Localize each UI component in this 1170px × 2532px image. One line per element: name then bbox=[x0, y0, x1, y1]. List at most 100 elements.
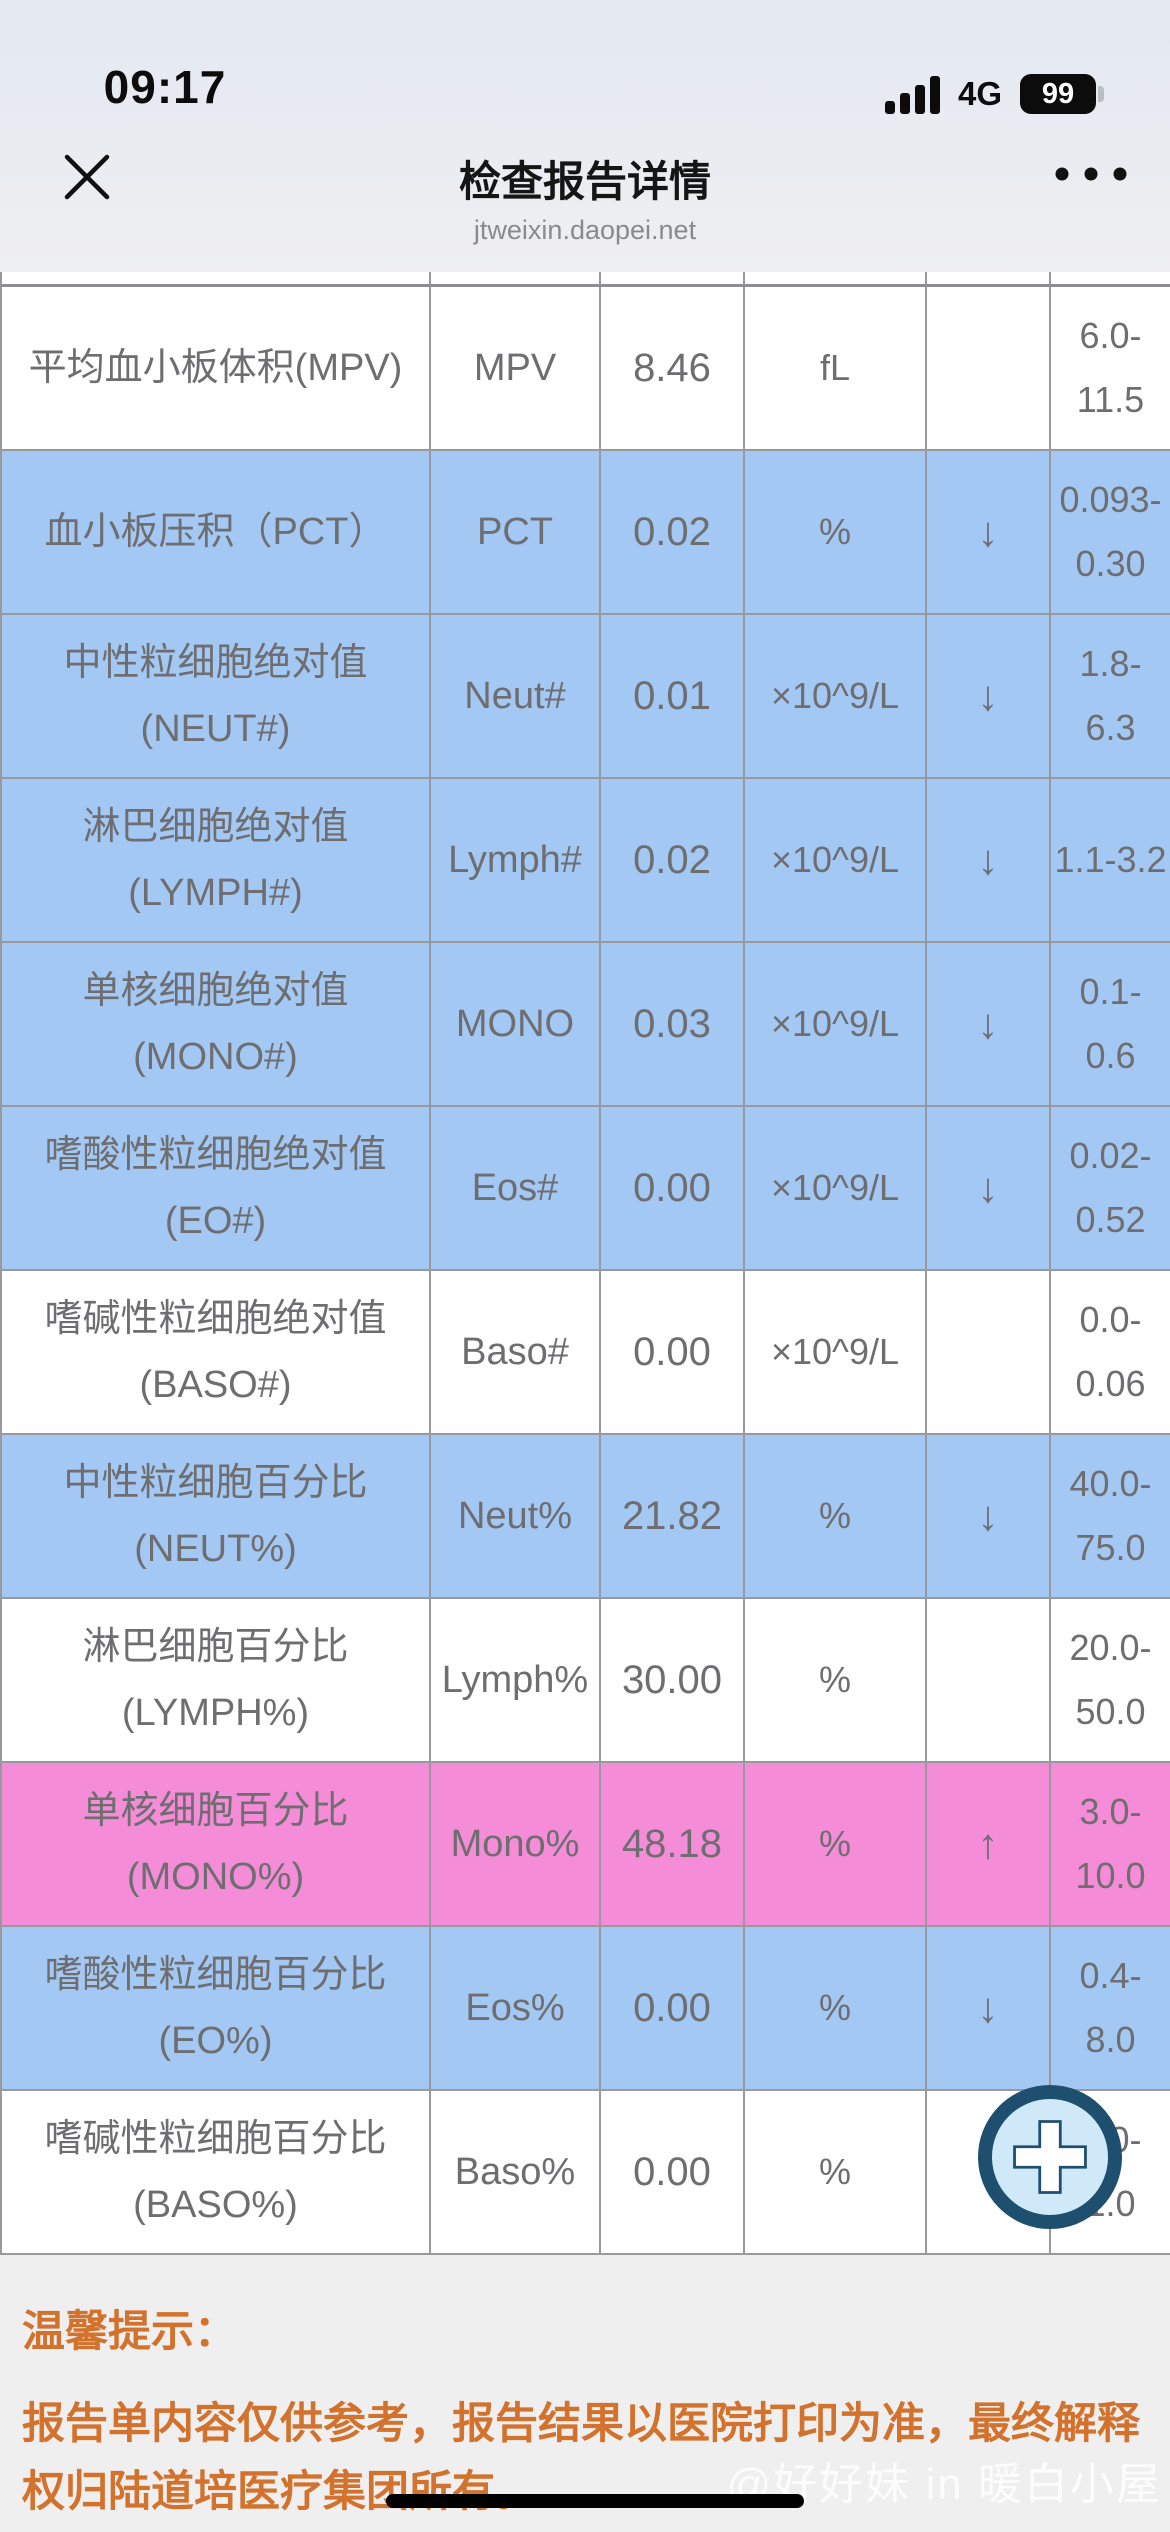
cell-flag-arrow: ↓ bbox=[927, 779, 1051, 941]
cell-ref-range: 40.0- 75.0 bbox=[1069, 1462, 1152, 1568]
cell-abbr: Neut% bbox=[431, 1435, 601, 1597]
cell-abbr: Baso# bbox=[431, 1271, 601, 1433]
cell-result: 0.01 bbox=[601, 615, 745, 777]
cell-unit: fL bbox=[745, 287, 927, 449]
cell-unit: % bbox=[745, 1927, 927, 2089]
table-row: 血小板压积（PCT） PCT 0.02 % ↓ 0.093- 0.30 bbox=[0, 451, 1170, 615]
cell-ref-range: 20.0- 50.0 bbox=[1069, 1626, 1152, 1732]
cell-item-name: 血小板压积（PCT） bbox=[2, 451, 431, 613]
footer-notice-title: 温馨提示： bbox=[22, 2308, 237, 2356]
table-row: 平均血小板体积(MPV) MPV 8.46 fL 6.0- 11.5 bbox=[0, 287, 1170, 451]
cell-unit: ×10^9/L bbox=[745, 779, 927, 941]
cell-ref-range: 6.0- 11.5 bbox=[1076, 314, 1145, 420]
table-row: 淋巴细胞百分比 (LYMPH%) Lymph% 30.00 % 20.0- 50… bbox=[0, 1599, 1170, 1763]
table-row: 淋巴细胞绝对值 (LYMPH#) Lymph# 0.02 ×10^9/L ↓ 1… bbox=[0, 779, 1170, 943]
cell-result: 8.46 bbox=[601, 287, 745, 449]
cell-flag-arrow: ↓ bbox=[927, 1435, 1051, 1597]
cell-flag-arrow bbox=[927, 1599, 1051, 1761]
cell-item-name: 单核细胞百分比 (MONO%) bbox=[2, 1763, 431, 1925]
partial-row-top bbox=[0, 272, 1170, 287]
cell-result: 0.03 bbox=[601, 943, 745, 1105]
cell-result: 21.82 bbox=[601, 1435, 745, 1597]
cell-result: 0.00 bbox=[601, 1107, 745, 1269]
status-right-cluster: 4G 99 bbox=[884, 74, 1130, 114]
top-chrome: 09:17 4G 99 检查报告详情 jtweixin.daopei.net bbox=[0, 0, 1170, 272]
ellipsis-icon bbox=[1055, 167, 1127, 181]
cell-flag-arrow: ↓ bbox=[927, 615, 1051, 777]
table-row: 中性粒细胞百分比 (NEUT%) Neut% 21.82 % ↓ 40.0- 7… bbox=[0, 1435, 1170, 1599]
nav-bar: 检查报告详情 jtweixin.daopei.net bbox=[0, 128, 1170, 272]
cell-result: 0.00 bbox=[601, 1271, 745, 1433]
cell-ref-range: 3.0- 10.0 bbox=[1075, 1790, 1146, 1896]
cell-item-name: 嗜酸性粒细胞百分比 (EO%) bbox=[2, 1927, 431, 2089]
cell-unit: ×10^9/L bbox=[745, 615, 927, 777]
nav-title-block: 检查报告详情 jtweixin.daopei.net bbox=[0, 148, 1170, 246]
cell-unit: % bbox=[745, 1599, 927, 1761]
table-rows: 平均血小板体积(MPV) MPV 8.46 fL 6.0- 11.5 血小板压积… bbox=[0, 287, 1170, 2255]
signal-strength-icon bbox=[884, 74, 940, 114]
table-row: 单核细胞百分比 (MONO%) Mono% 48.18 % ↑ 3.0- 10.… bbox=[0, 1763, 1170, 1927]
cell-flag-arrow: ↓ bbox=[927, 943, 1051, 1105]
home-indicator-handle[interactable] bbox=[386, 2494, 804, 2508]
cell-abbr: MPV bbox=[431, 287, 601, 449]
cell-unit: ×10^9/L bbox=[745, 1107, 927, 1269]
cell-item-name: 平均血小板体积(MPV) bbox=[2, 287, 431, 449]
cell-unit: % bbox=[745, 451, 927, 613]
cell-abbr: PCT bbox=[431, 451, 601, 613]
cell-item-name: 淋巴细胞绝对值 (LYMPH#) bbox=[2, 779, 431, 941]
cell-ref-range: 1.1-3.2 bbox=[1054, 838, 1167, 880]
cell-result: 0.02 bbox=[601, 451, 745, 613]
page-url: jtweixin.daopei.net bbox=[473, 215, 697, 245]
cell-ref-range: 0.093- 0.30 bbox=[1059, 478, 1162, 584]
cell-result: 0.00 bbox=[601, 2091, 745, 2253]
cell-item-name: 嗜酸性粒细胞绝对值 (EO#) bbox=[2, 1107, 431, 1269]
report-table[interactable]: 平均血小板体积(MPV) MPV 8.46 fL 6.0- 11.5 血小板压积… bbox=[0, 272, 1170, 2255]
cell-abbr: Eos# bbox=[431, 1107, 601, 1269]
cell-ref-range: 0.1- 0.6 bbox=[1079, 970, 1142, 1076]
page-title: 检查报告详情 bbox=[458, 158, 711, 205]
cell-abbr: Eos% bbox=[431, 1927, 601, 2089]
cell-result: 48.18 bbox=[601, 1763, 745, 1925]
table-row: 嗜酸性粒细胞百分比 (EO%) Eos% 0.00 % ↓ 0.4- 8.0 bbox=[0, 1927, 1170, 2091]
cell-item-name: 淋巴细胞百分比 (LYMPH%) bbox=[2, 1599, 431, 1761]
battery-icon: 99 bbox=[1020, 74, 1104, 114]
plus-icon bbox=[1013, 2120, 1087, 2194]
table-row: 嗜碱性粒细胞绝对值 (BASO#) Baso# 0.00 ×10^9/L 0.0… bbox=[0, 1271, 1170, 1435]
status-time: 09:17 bbox=[103, 61, 227, 113]
cell-item-name: 中性粒细胞绝对值 (NEUT#) bbox=[2, 615, 431, 777]
cell-flag-arrow: ↓ bbox=[927, 1107, 1051, 1269]
cell-abbr: MONO bbox=[431, 943, 601, 1105]
close-button[interactable] bbox=[52, 142, 122, 212]
cell-flag-arrow bbox=[927, 1271, 1051, 1433]
cell-flag-arrow: ↑ bbox=[927, 1763, 1051, 1925]
cell-item-name: 嗜碱性粒细胞绝对值 (BASO#) bbox=[2, 1271, 431, 1433]
add-button[interactable] bbox=[978, 2085, 1122, 2229]
cell-ref-range: 0.4- 8.0 bbox=[1079, 1954, 1142, 2060]
table-row: 单核细胞绝对值 (MONO#) MONO 0.03 ×10^9/L ↓ 0.1-… bbox=[0, 943, 1170, 1107]
cell-flag-arrow bbox=[927, 287, 1051, 449]
more-menu-button[interactable] bbox=[1052, 164, 1130, 189]
footer-notice-body: 报告单内容仅供参考，报告结果以医院打印为准，最终解释权归陆道培医疗集团所有。 bbox=[22, 2400, 1140, 2516]
cell-result: 30.00 bbox=[601, 1599, 745, 1761]
cell-ref-range: 0.0- 0.06 bbox=[1075, 1298, 1146, 1404]
battery-tip bbox=[1098, 86, 1104, 102]
cell-unit: % bbox=[745, 1763, 927, 1925]
close-icon bbox=[64, 154, 110, 200]
status-bar: 09:17 4G 99 bbox=[0, 0, 1170, 128]
cell-item-name: 嗜碱性粒细胞百分比 (BASO%) bbox=[2, 2091, 431, 2253]
cell-result: 0.02 bbox=[601, 779, 745, 941]
network-type-label: 4G bbox=[957, 75, 1002, 112]
cell-result: 0.00 bbox=[601, 1927, 745, 2089]
cell-abbr: Neut# bbox=[431, 615, 601, 777]
cell-unit: ×10^9/L bbox=[745, 1271, 927, 1433]
cell-flag-arrow: ↓ bbox=[927, 1927, 1051, 2089]
cell-flag-arrow: ↓ bbox=[927, 451, 1051, 613]
disclaimer-footer: 温馨提示： 报告单内容仅供参考，报告结果以医院打印为准，最终解释权归陆道培医疗集… bbox=[0, 2255, 1170, 2532]
cell-ref-range: 1.8- 6.3 bbox=[1079, 642, 1142, 748]
cell-unit: % bbox=[745, 1435, 927, 1597]
cell-abbr: Lymph% bbox=[431, 1599, 601, 1761]
table-row: 嗜酸性粒细胞绝对值 (EO#) Eos# 0.00 ×10^9/L ↓ 0.02… bbox=[0, 1107, 1170, 1271]
cell-item-name: 单核细胞绝对值 (MONO#) bbox=[2, 943, 431, 1105]
battery-percent-label: 99 bbox=[1041, 77, 1075, 110]
